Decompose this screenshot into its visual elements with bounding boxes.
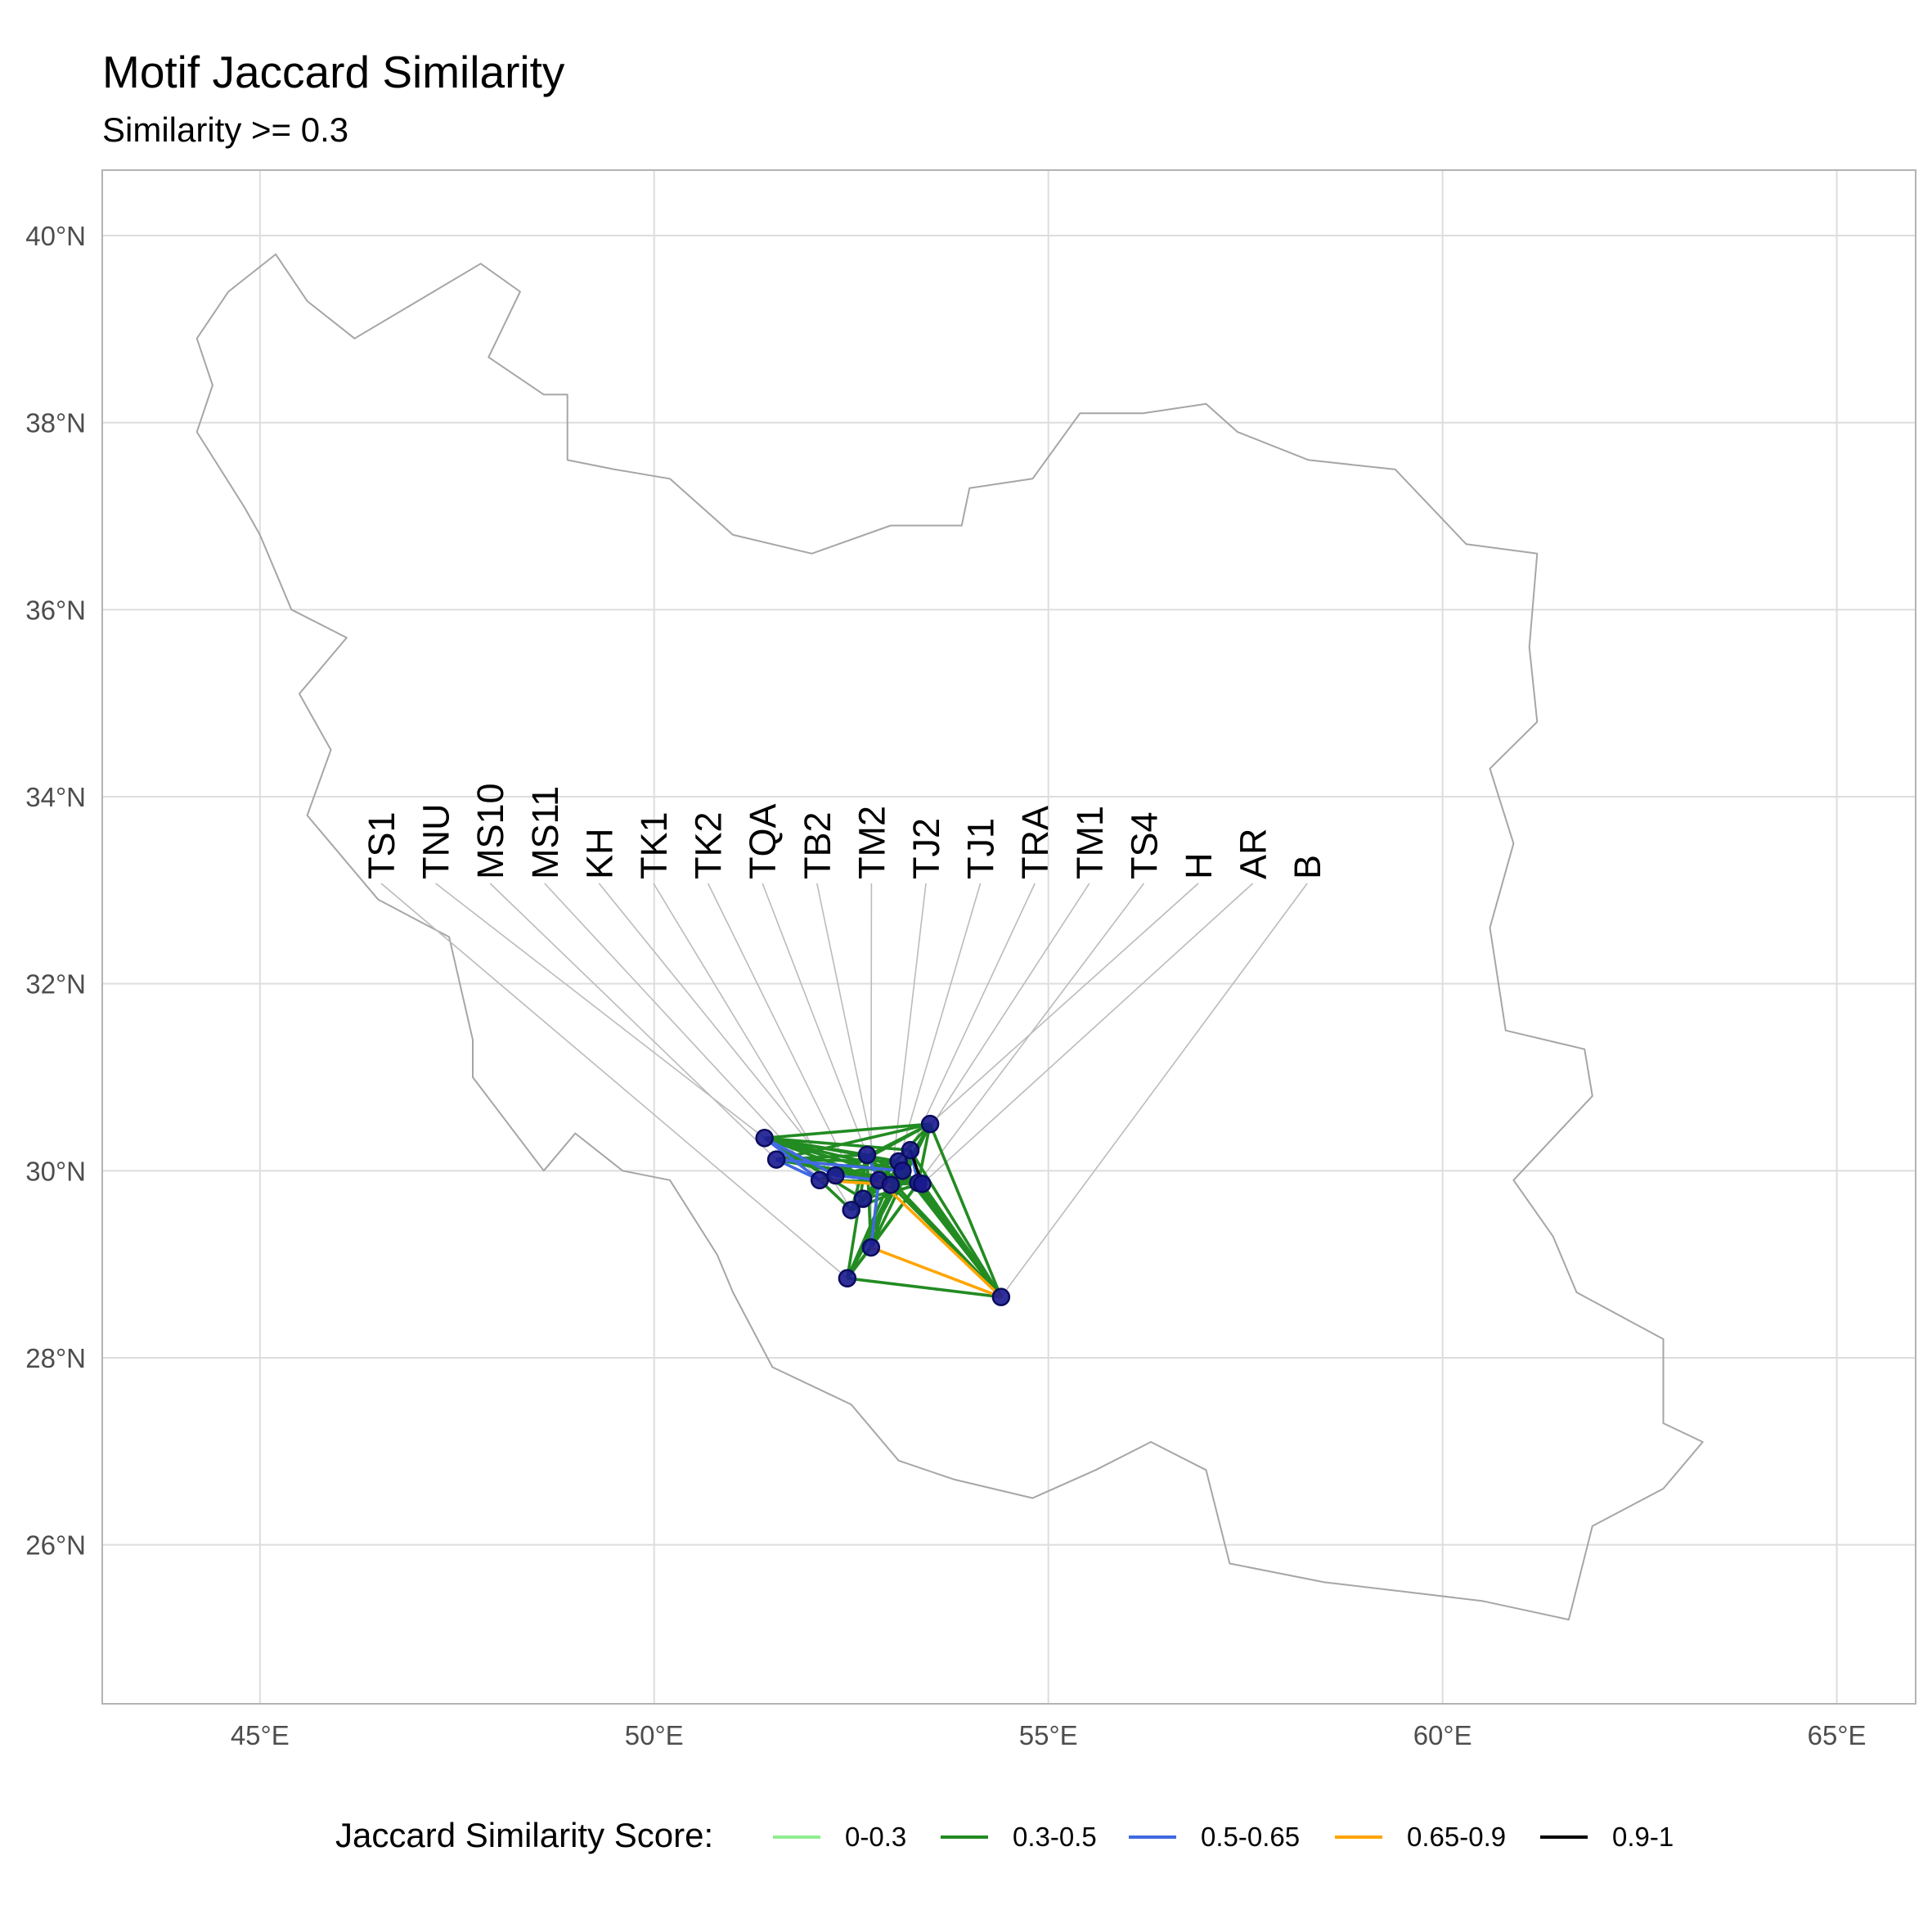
- y-tick-label: 26°N: [25, 1530, 86, 1561]
- edge-TNU-KH: [763, 1136, 837, 1177]
- edge-TRA-B: [909, 1149, 1003, 1298]
- leader-line-TK1: [653, 883, 852, 1211]
- edge-TS1-TS4: [846, 1182, 920, 1279]
- site-point-TS1: [838, 1269, 857, 1288]
- site-point-AR: [913, 1175, 932, 1193]
- legend-label-0.65-0.9: 0.65-0.9: [1407, 1822, 1506, 1852]
- y-tick-label: 28°N: [25, 1343, 86, 1373]
- leader-line-KH: [598, 883, 837, 1176]
- site-label-TB2: TB2: [797, 811, 838, 879]
- legend-title: Jaccard Similarity Score:: [335, 1816, 713, 1854]
- axis-ticks: 45°E 50°E 55°E 60°E 65°E 26°N 28°N 30°N 32°N 34°N…: [25, 221, 1866, 1750]
- site-point-TRA: [901, 1140, 920, 1160]
- edge-H-B: [928, 1123, 1003, 1298]
- site-point-TQA: [857, 1145, 877, 1165]
- site-point-B: [991, 1287, 1011, 1306]
- iran-outline: [195, 253, 1704, 1621]
- site-label-TRA: TRA: [1014, 806, 1056, 879]
- edge-AR-B: [920, 1183, 1003, 1298]
- site-label-TNU: TNU: [416, 804, 457, 879]
- x-tick-label: 55°E: [1019, 1720, 1078, 1750]
- legend: Jaccard Similarity Score: 0-0.3 0.3-0.5 0.…: [335, 1816, 1674, 1854]
- leader-line-AR: [921, 883, 1254, 1184]
- site-label-TM1: TM1: [1069, 806, 1111, 879]
- site-label-TS4: TS4: [1123, 811, 1165, 879]
- site-label-B: B: [1287, 855, 1328, 879]
- site-label-H: H: [1178, 853, 1220, 880]
- site-point-H: [920, 1114, 940, 1134]
- site-label-TK2: TK2: [688, 811, 730, 879]
- label-leader-lines: [380, 883, 1308, 1298]
- x-tick-label: 60°E: [1413, 1720, 1472, 1750]
- y-tick-label: 34°N: [25, 782, 86, 812]
- legend-label-0.5-0.65: 0.5-0.65: [1201, 1822, 1300, 1852]
- site-point-TK2: [853, 1189, 873, 1208]
- legend-label-0.9-1: 0.9-1: [1612, 1822, 1674, 1852]
- site-point-KH: [826, 1166, 845, 1185]
- y-tick-label: 32°N: [25, 969, 86, 1000]
- leader-line-H: [929, 883, 1199, 1125]
- site-label-TS1: TS1: [361, 811, 402, 879]
- edge-TB2-B: [878, 1179, 1003, 1298]
- site-label-TJ1: TJ1: [960, 818, 1002, 879]
- site-points: [755, 1114, 1011, 1306]
- y-tick-label: 30°N: [25, 1156, 86, 1186]
- site-label-MS11: MS11: [524, 786, 566, 879]
- leader-line-TJ1: [897, 883, 982, 1162]
- site-label-TJ2: TJ2: [905, 818, 947, 879]
- leader-line-TS1: [380, 883, 848, 1279]
- chart-title: Motif Jaccard Similarity: [102, 47, 565, 97]
- leader-line-MS10: [489, 883, 777, 1161]
- edge-TS1-B: [847, 1277, 1002, 1299]
- edge-TM2-B: [870, 1246, 1002, 1299]
- site-point-TM2: [861, 1238, 881, 1257]
- site-label-KH: KH: [578, 828, 620, 879]
- site-point-TNU: [755, 1129, 774, 1148]
- edge-TNU-MS11: [763, 1136, 821, 1182]
- legend-label-0.3-0.5: 0.3-0.5: [1013, 1822, 1097, 1852]
- site-label-TM2: TM2: [851, 806, 892, 879]
- edge-TNU-H: [764, 1122, 931, 1140]
- y-tick-label: 38°N: [25, 408, 86, 438]
- site-point-MS10: [766, 1150, 786, 1169]
- y-tick-label: 36°N: [25, 595, 86, 625]
- grid-lines: [102, 170, 1916, 1704]
- leader-line-TQA: [762, 883, 868, 1156]
- edge-MS10-H: [775, 1122, 931, 1161]
- panel-border: [101, 169, 1916, 1705]
- edge-MS10-TM1: [775, 1157, 903, 1173]
- site-label-TK1: TK1: [633, 811, 675, 879]
- x-tick-label: 65°E: [1808, 1720, 1867, 1750]
- x-tick-label: 45°E: [231, 1720, 290, 1750]
- site-labels: TS1 TNU MS10 MS11 KH TK1 TK2 TQA TB2 TM2 TJ2 TJ1 TRA…: [361, 783, 1328, 879]
- chart-subtitle: Similarity >= 0.3: [102, 110, 348, 149]
- leader-line-TJ2: [890, 883, 927, 1185]
- y-tick-label: 40°N: [25, 221, 86, 251]
- leader-line-TRA: [910, 883, 1036, 1151]
- leader-line-B: [1000, 883, 1308, 1298]
- edge-TM2-TB2: [869, 1179, 881, 1248]
- site-label-MS10: MS10: [470, 783, 511, 879]
- country-outline: [195, 253, 1704, 1621]
- edge-H-TS4: [916, 1123, 932, 1184]
- x-tick-label: 50°E: [625, 1720, 684, 1750]
- site-label-TQA: TQA: [742, 803, 784, 879]
- site-label-AR: AR: [1233, 828, 1274, 879]
- legend-label-0-0.3: 0-0.3: [845, 1822, 906, 1852]
- site-point-TJ2: [881, 1175, 901, 1194]
- site-point-TM1: [893, 1161, 912, 1180]
- site-point-MS11: [810, 1170, 829, 1190]
- leader-line-MS11: [544, 883, 820, 1181]
- site-point-TK1: [842, 1201, 860, 1220]
